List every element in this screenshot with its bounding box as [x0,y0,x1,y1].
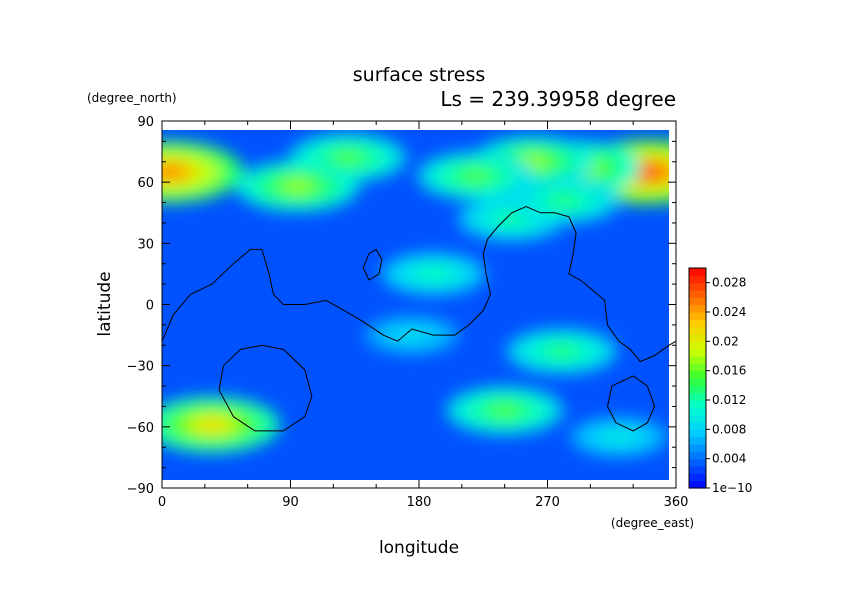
x-tick-label: 360 [664,495,689,510]
y-tick-label: −30 [127,360,154,375]
stress-feature [493,405,517,416]
colorbar-segment [689,400,706,408]
colorbar-segment [689,370,706,379]
y-tick-label: −60 [127,421,154,436]
colorbar-segment [689,297,706,306]
colorbar-segment [689,392,706,401]
stress-feature [285,181,310,192]
stress-feature [501,214,523,224]
topography-contours [161,206,677,432]
colorbar-tick-label: 0.016 [712,364,746,378]
colorbar-segment [689,334,706,342]
stress-feature [423,269,444,279]
colorbar-segment [689,480,706,489]
colorbar-segment [689,268,706,276]
colorbar-segment [689,319,706,328]
colorbar-segment [689,436,706,445]
x-tick-label: 270 [535,495,560,510]
stress-feature [464,171,488,181]
chart-subtitle: Ls = 239.39958 degree [440,87,676,111]
colorbar-segment [689,378,706,386]
stress-feature [162,165,184,179]
colorbar-tick-label: 0.012 [712,393,746,407]
colorbar-segment [689,290,706,298]
x-unit-label: (degree_east) [611,516,694,530]
colorbar-tick-label: 0.024 [712,305,746,319]
colorbar-segment [689,473,706,482]
heatmap-field [162,130,669,480]
colorbar: 0.028 0.024 0.02 0.016 0.012 0.008 0.004 1e−10 [688,267,752,495]
colorbar-segment [689,451,706,460]
stress-feature [553,196,576,205]
colorbar-segment [689,414,706,423]
x-tick-label: 90 [282,495,299,510]
colorbar-segment [689,275,706,284]
colorbar-tick-label: 0.004 [712,452,746,466]
y-tick-label: 90 [137,115,154,130]
colorbar-segment [689,385,706,394]
colorbar-tick-label: 0.008 [712,422,746,436]
colorbar-frame [688,267,707,489]
contour-line [606,375,656,432]
y-tick-label: 0 [146,299,154,314]
colorbar-segment [689,304,706,313]
stress-feature [198,419,226,431]
contour-line [362,248,383,281]
x-axis-title: longitude [379,538,459,558]
colorbar-segment [689,429,706,438]
x-tick-label: 180 [407,495,432,510]
colorbar-tick-label: 0.02 [712,334,739,348]
contour-line [161,206,677,363]
axis-ticks: 0 90 180 270 360 90 60 30 0 −30 −60 −90 [127,115,689,510]
colorbar-segment [689,466,706,474]
y-axis-title: latitude [95,271,115,336]
y-tick-label: 30 [137,237,154,252]
colorbar-segment [689,444,706,452]
colorbar-segment [689,348,706,357]
stress-feature [551,346,573,356]
colorbar-segment [689,407,706,416]
chart-title: surface stress [353,64,486,86]
stress-feature [336,153,359,163]
colorbar-tick-label: 1e−10 [712,481,752,495]
y-unit-label: (degree_north) [87,91,177,105]
colorbar-segment [689,312,706,320]
colorbar-segment [689,341,706,350]
stress-feature [521,156,546,167]
colorbar-segment [689,458,706,467]
colorbar-segment [689,356,706,364]
colorbar-tick-label: 0.028 [712,276,746,290]
colorbar-segment [689,326,706,335]
contour-line [218,344,313,432]
colorbar-segment [689,282,706,291]
colorbar-segment [689,363,706,372]
y-tick-label: −90 [127,482,154,497]
colorbar-segment [689,422,706,430]
x-tick-label: 0 [158,495,166,510]
stress-feature [609,433,629,441]
y-tick-label: 60 [137,176,154,191]
